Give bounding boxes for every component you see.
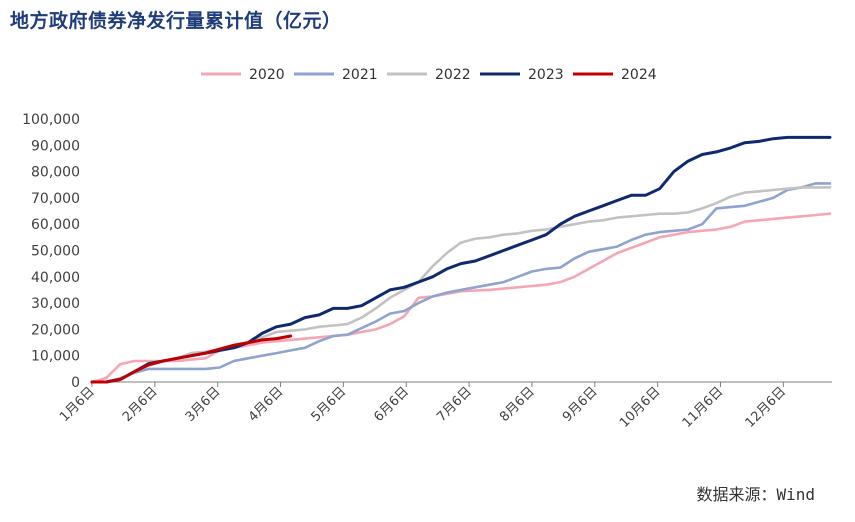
- legend-label-2022: 2022: [435, 67, 471, 83]
- y-tick-label: 40,000: [31, 270, 80, 286]
- x-tick-label: 5月6日: [309, 384, 350, 425]
- y-tick-label: 10,000: [31, 349, 80, 365]
- legend-label-2020: 2020: [249, 67, 285, 83]
- x-tick-label: 11月6日: [680, 384, 727, 431]
- source-note: 数据来源：Wind: [696, 485, 815, 504]
- x-tick-label: 6月6日: [371, 384, 412, 425]
- series-line-2021: [90, 182, 832, 384]
- legend-label-2023: 2023: [528, 67, 564, 83]
- x-tick-label: 3月6日: [183, 384, 224, 425]
- y-tick-label: 60,000: [31, 217, 80, 233]
- x-tick-label: 2月6日: [120, 384, 161, 425]
- y-axis: 0 10,000 20,000 30,000 40,000 50,000 60,000 70,…: [22, 112, 80, 391]
- y-tick-label: 20,000: [31, 322, 80, 338]
- series-line-2024: [90, 334, 293, 384]
- legend-label-2024: 2024: [621, 67, 657, 83]
- legend-label-2021: 2021: [342, 67, 378, 83]
- plot-area: [90, 135, 832, 384]
- series-line-2020: [90, 212, 832, 384]
- y-tick-label: 50,000: [31, 244, 80, 260]
- y-tick-label: 70,000: [31, 191, 80, 207]
- y-tick-label: 80,000: [31, 165, 80, 181]
- y-tick-label: 30,000: [31, 296, 80, 312]
- y-tick-label: 90,000: [31, 138, 80, 154]
- x-tick-label: 4月6日: [246, 384, 287, 425]
- x-tick-label: 8月6日: [497, 384, 538, 425]
- legend: 2020 2021 2022 2023 2024: [201, 67, 657, 83]
- y-tick-label: 100,000: [22, 112, 80, 128]
- x-tick-label: 10月6日: [617, 384, 664, 431]
- series-line-2023: [90, 135, 832, 384]
- chart-title: 地方政府债券净发行量累计值（亿元）: [10, 10, 342, 32]
- x-tick-label: 7月6日: [434, 384, 475, 425]
- x-tick-label: 12月6日: [743, 384, 790, 431]
- y-tick-label: 0: [71, 375, 80, 391]
- x-tick-label: 9月6日: [560, 384, 601, 425]
- x-axis: 1月6日 2月6日 3月6日 4月6日 5月6日 6月6日 7月6日 8月6日 9月6日 10月6…: [57, 381, 832, 431]
